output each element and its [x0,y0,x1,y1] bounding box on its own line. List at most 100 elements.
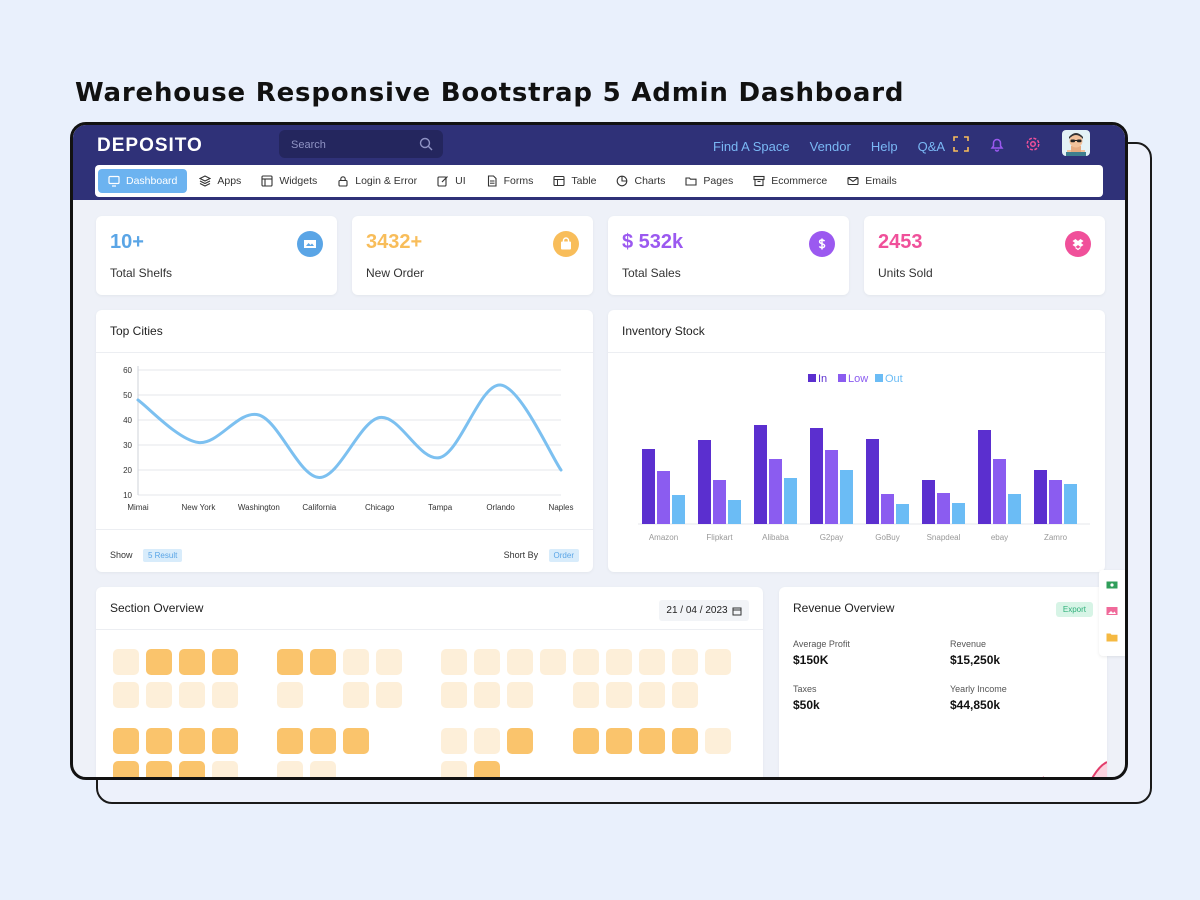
seat[interactable] [343,649,369,675]
search-input[interactable] [289,134,413,156]
pie-chart-icon [617,175,628,187]
seat[interactable] [277,728,303,754]
bar [784,478,797,524]
bar [1049,480,1062,524]
seat[interactable] [441,761,467,777]
seat[interactable] [376,649,402,675]
link-qa[interactable]: Q&A [917,139,946,154]
seat[interactable] [343,728,369,754]
bar [713,480,726,524]
seat[interactable] [474,728,500,754]
image-icon[interactable] [1106,606,1118,616]
link-help[interactable]: Help [870,139,898,154]
seat[interactable] [672,728,698,754]
menu-item-dashboard[interactable]: Dashboard [98,169,188,193]
seat[interactable] [474,649,500,675]
sort-select[interactable]: Order [548,549,579,562]
card-title: Revenue Overview [793,601,895,615]
seat[interactable] [179,682,205,708]
bar [698,440,711,524]
table-icon [553,175,565,187]
seat[interactable] [212,761,238,777]
seat[interactable] [179,728,205,754]
gear-icon[interactable] [1025,136,1041,152]
seat[interactable] [606,649,632,675]
seat[interactable] [705,649,731,675]
seat[interactable] [113,649,139,675]
seat[interactable] [212,649,238,675]
seat[interactable] [639,682,665,708]
seat[interactable] [705,728,731,754]
seat[interactable] [573,728,599,754]
seat[interactable] [639,649,665,675]
folder-icon[interactable] [1106,632,1118,642]
menu-item-pages[interactable]: Pages [685,175,733,187]
legend-swatch [875,374,883,382]
seat[interactable] [146,649,172,675]
seat[interactable] [212,728,238,754]
seat[interactable] [441,728,467,754]
menu-item-label: Apps [217,175,242,187]
seat[interactable] [277,682,303,708]
date-picker[interactable]: 21 / 04 / 2023 [659,600,749,621]
export-button[interactable]: Export [1055,602,1093,617]
seat[interactable] [672,682,698,708]
bell-icon[interactable] [989,136,1005,152]
seat[interactable] [277,761,303,777]
seat[interactable] [540,649,566,675]
avatar[interactable] [1062,130,1090,156]
seat[interactable] [113,728,139,754]
seat[interactable] [474,761,500,777]
seat[interactable] [146,728,172,754]
seat[interactable] [179,761,205,777]
seat[interactable] [672,649,698,675]
seat[interactable] [310,761,336,777]
seat[interactable] [639,728,665,754]
seat[interactable] [441,649,467,675]
bar [810,428,823,524]
seat[interactable] [573,649,599,675]
seat[interactable] [310,649,336,675]
menu-item-ui[interactable]: UI [437,175,466,187]
stat-value: 3432+ [366,231,423,253]
menu-item-widgets[interactable]: Widgets [261,175,317,187]
x-tick-label: Tampa [428,503,453,512]
menu-item-apps[interactable]: Apps [199,175,241,187]
menu-item-forms[interactable]: Forms [486,175,533,187]
seat[interactable] [606,728,632,754]
sort-label: Short By [503,550,539,560]
link-vendor[interactable]: Vendor [809,139,851,154]
box-icon [753,175,765,187]
seat[interactable] [573,682,599,708]
seat[interactable] [441,682,467,708]
seat[interactable] [113,761,139,777]
seat[interactable] [507,649,533,675]
seat[interactable] [376,682,402,708]
seat[interactable] [277,649,303,675]
menu-item-table[interactable]: Table [553,175,596,187]
seat[interactable] [343,682,369,708]
seat[interactable] [310,728,336,754]
seat[interactable] [474,682,500,708]
seat[interactable] [179,649,205,675]
seat[interactable] [113,682,139,708]
seat[interactable] [212,682,238,708]
bar [1008,494,1021,524]
cash-icon[interactable] [1106,580,1118,590]
search-icon[interactable] [419,137,433,151]
menu-item-login-error[interactable]: Login & Error [337,175,417,187]
show-select[interactable]: 5 Result [142,549,183,562]
seat[interactable] [507,682,533,708]
menu-item-ecommerce[interactable]: Ecommerce [753,175,827,187]
seat[interactable] [146,682,172,708]
seat[interactable] [606,682,632,708]
menu-item-charts[interactable]: Charts [616,175,665,187]
menu-item-emails[interactable]: Emails [847,175,897,187]
link-find-a-space[interactable]: Find A Space [713,139,790,154]
seat[interactable] [507,728,533,754]
fullscreen-icon[interactable] [953,136,969,152]
x-tick-label: Snapdeal [927,533,961,542]
bar [881,494,894,524]
seat[interactable] [146,761,172,777]
brand-logo[interactable]: DEPOSITO [97,135,203,156]
